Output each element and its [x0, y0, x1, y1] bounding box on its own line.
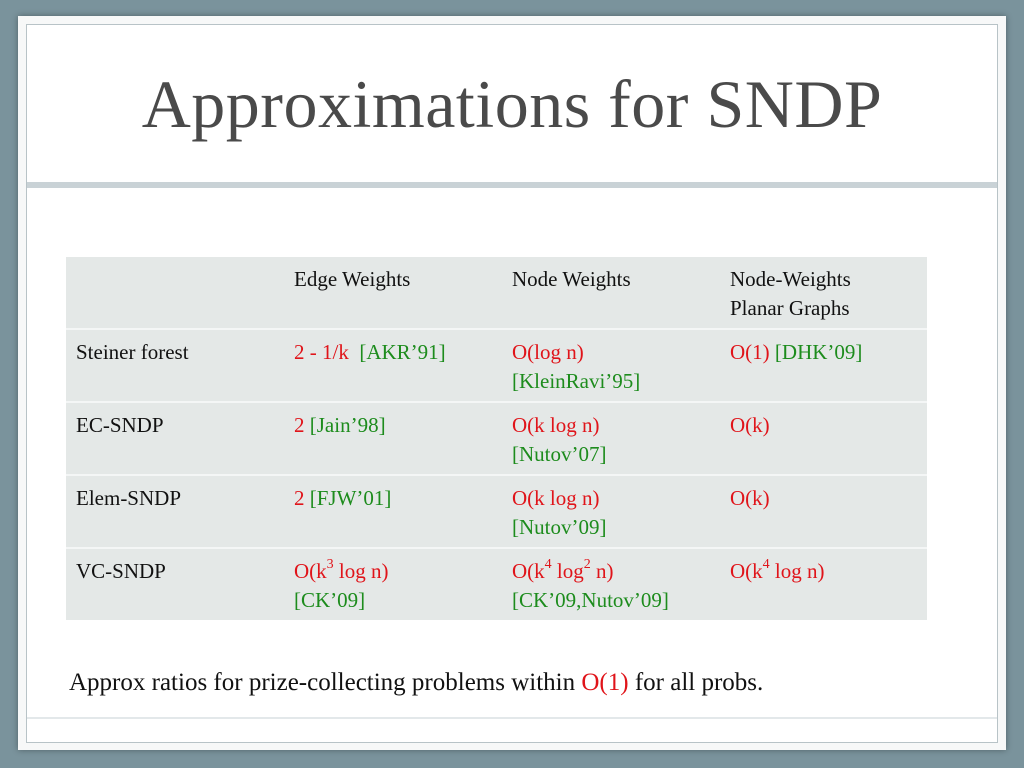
citation: [Nutov’09] [512, 515, 607, 539]
node-cell: O(k log n) [Nutov’07] [502, 401, 720, 475]
ratio: O(log n) [512, 340, 584, 364]
header-edge-weights: Edge Weights [294, 267, 411, 291]
sndp-table: Edge Weights Node Weights Node-Weights P… [66, 257, 927, 620]
node-cell: O(k log n) [Nutov’09] [502, 474, 720, 548]
citation: [Nutov’07] [512, 442, 607, 466]
planar-cell: O(k) [720, 401, 927, 475]
ratio: 2 - 1/k [294, 340, 349, 364]
node-cell: O(log n) [KleinRavi’95] [502, 328, 720, 402]
table-header-row: Edge Weights Node Weights Node-Weights P… [66, 257, 927, 329]
table-row: VC-SNDP O(k3 log n) [CK’09] O(k4 log2 n)… [66, 547, 927, 620]
edge-cell: O(k3 log n) [CK’09] [284, 547, 502, 620]
footer-note: Approx ratios for prize-collecting probl… [69, 669, 763, 697]
citation: [CK’09] [294, 588, 366, 612]
ratio: O(k log n) [512, 486, 600, 510]
row-label: EC-SNDP [66, 401, 284, 475]
header-planar-line1: Node-Weights [730, 267, 851, 291]
header-cell-empty [66, 257, 284, 329]
ratio: O(k log n) [512, 413, 600, 437]
citation: [KleinRavi’95] [512, 369, 641, 393]
ratio: O(k) [730, 413, 770, 437]
edge-cell: 2 [FJW’01] [284, 474, 502, 548]
ratio: O(1) [730, 340, 770, 364]
ratio: 2 [294, 486, 305, 510]
citation: [DHK’09] [774, 340, 863, 364]
citation: [AKR’91] [359, 340, 446, 364]
table-row: Elem-SNDP 2 [FJW’01] O(k log n) [Nutov’0… [66, 474, 927, 548]
row-label: Elem-SNDP [66, 474, 284, 548]
row-label: Steiner forest [66, 328, 284, 402]
planar-cell: O(1) [DHK’09] [720, 328, 927, 402]
table-row: EC-SNDP 2 [Jain’98] O(k log n) [Nutov’07… [66, 401, 927, 475]
title-divider [27, 182, 997, 188]
slide-title: Approximations for SNDP [141, 66, 883, 142]
slide-frame: Approximations for SNDP Edge Weights Nod… [18, 16, 1006, 750]
ratio: O(k) [730, 486, 770, 510]
ratio: O(k3 log n) [294, 557, 389, 584]
ratio: O(k4 log n) [730, 557, 825, 584]
citation: [Jain’98] [309, 413, 386, 437]
node-cell: O(k4 log2 n) [CK’09,Nutov’09] [502, 547, 720, 620]
row-label: VC-SNDP [66, 547, 284, 620]
ratio: O(k4 log2 n) [512, 557, 614, 584]
citation: [CK’09,Nutov’09] [512, 588, 669, 612]
ratio: 2 [294, 413, 305, 437]
edge-cell: 2 - 1/k [AKR’91] [284, 328, 502, 402]
slide-body: Approximations for SNDP Edge Weights Nod… [26, 24, 998, 743]
title-area: Approximations for SNDP [27, 25, 997, 183]
edge-cell: 2 [Jain’98] [284, 401, 502, 475]
planar-cell: O(k4 log n) [720, 547, 927, 620]
header-planar: Node-Weights Planar Graphs [720, 257, 927, 329]
bottom-divider [27, 717, 997, 719]
header-planar-line2: Planar Graphs [730, 296, 850, 320]
citation: [FJW’01] [309, 486, 392, 510]
planar-cell: O(k) [720, 474, 927, 548]
header-node-weights: Node Weights [512, 267, 631, 291]
footer-prefix: Approx ratios for prize-collecting probl… [69, 669, 582, 696]
footer-highlight: O(1) [581, 669, 629, 696]
footer-suffix: for all probs. [628, 669, 764, 696]
table-row: Steiner forest 2 - 1/k [AKR’91] O(log n)… [66, 328, 927, 402]
